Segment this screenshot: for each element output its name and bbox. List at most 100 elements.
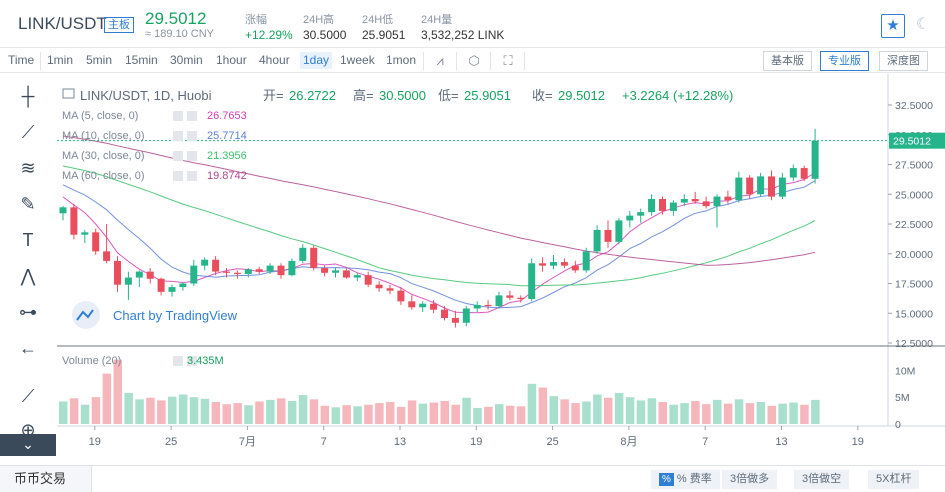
candle-body [757, 176, 765, 195]
arrow-left-icon[interactable]: ← [19, 338, 37, 358]
legend-close-icon[interactable] [187, 171, 197, 181]
volume-bar [778, 403, 787, 424]
fib-icon[interactable]: ≋ [20, 158, 36, 178]
candle-body [691, 199, 699, 202]
candle-body [179, 283, 187, 288]
legend-settings-icon[interactable] [173, 111, 183, 121]
volume-bar [386, 402, 395, 424]
candle-body [506, 295, 514, 298]
volume-bar [582, 401, 591, 424]
volume-bar [462, 397, 471, 424]
brush-icon[interactable]: ✎ [20, 194, 36, 214]
interval-30min[interactable]: 30min [170, 53, 203, 67]
candle-body [768, 176, 775, 197]
volume-bar [189, 397, 199, 424]
pattern-icon[interactable]: ⋀ [20, 266, 36, 286]
volume-bar [298, 395, 308, 424]
candle-body [135, 271, 143, 278]
pair-name[interactable]: LINK/USDT [18, 14, 107, 33]
collapse-toolbar-icon[interactable]: ⌄ [0, 434, 56, 456]
settings-icon[interactable]: ⬡ [468, 53, 480, 68]
legend-close-icon[interactable] [187, 131, 197, 141]
candle-body [419, 303, 427, 308]
candle-body [321, 268, 329, 273]
volume-bar [418, 403, 428, 424]
candle-body [560, 262, 568, 266]
volume-bar [451, 404, 460, 424]
candle-style-icon[interactable]: ⩘ [436, 53, 444, 68]
interval-1min[interactable]: 1min [47, 53, 74, 67]
fee-rate-button[interactable]: %% 费率 [651, 470, 720, 489]
interval-1hour[interactable]: 1hour [216, 53, 247, 67]
price-chart[interactable]: 32.500030.000027.500025.000022.500020.00… [0, 74, 945, 466]
view-basic-button[interactable]: 基本版 [763, 51, 812, 71]
candle-body [201, 259, 209, 266]
crosshair-icon[interactable]: ┼ [21, 86, 35, 106]
legend-close-icon[interactable] [187, 151, 197, 161]
candle-body [212, 259, 220, 272]
toolbar-divider [490, 52, 491, 70]
candle-body [746, 177, 754, 195]
volume-bar [353, 406, 362, 424]
trend-line-icon[interactable]: ⟋ [21, 122, 35, 142]
legend-open-label: 开= [263, 88, 284, 103]
candle-body [81, 232, 89, 235]
long-3x-button[interactable]: 3倍做多 [722, 470, 778, 489]
candle-body [484, 304, 492, 307]
legend-settings-icon[interactable] [173, 131, 183, 141]
legend-close-icon[interactable] [187, 111, 197, 121]
candle-body [310, 247, 318, 269]
interval-5min[interactable]: 5min [86, 53, 113, 67]
interval-4hour[interactable]: 4hour [259, 53, 290, 67]
legend-settings-icon[interactable] [173, 171, 183, 181]
candle-body [593, 229, 601, 252]
volume-bar [789, 402, 798, 424]
ma60-value: 19.8742 [207, 170, 247, 182]
measure-icon[interactable]: ⊶ [19, 302, 37, 322]
volume-bar [680, 403, 689, 424]
margin-5x-button[interactable]: 5X杠杆 [868, 470, 920, 489]
time-tick-label: 19 [470, 436, 482, 448]
legend-settings-icon[interactable] [173, 356, 183, 366]
candle-body [92, 232, 100, 252]
candle-body [778, 177, 786, 197]
short-3x-button[interactable]: 3倍做空 [794, 470, 850, 489]
volume-bar [331, 407, 340, 424]
fullscreen-icon[interactable]: ⛶ [503, 53, 513, 68]
volume-bar [756, 402, 766, 424]
tab-spot-trading[interactable]: 币币交易 [0, 466, 92, 492]
legend-low-label: 低= [438, 88, 459, 103]
ma30-value: 21.3956 [207, 150, 247, 162]
legend-open: 26.2722 [289, 88, 336, 103]
view-depth-button[interactable]: 深度图 [879, 51, 928, 71]
interval-15min[interactable]: 15min [125, 53, 158, 67]
volume-bar [157, 400, 166, 424]
volume-bar [691, 400, 700, 424]
candle-body [386, 288, 394, 291]
volume-bar [277, 398, 286, 424]
interval-1mon[interactable]: 1mon [386, 53, 417, 67]
legend-settings-icon[interactable] [173, 151, 183, 161]
tradingview-watermark: Chart by TradingView [72, 301, 238, 329]
volume-bar [80, 404, 90, 424]
ma-line [62, 165, 816, 287]
time-tick-label: 13 [775, 436, 787, 448]
ruler-icon[interactable]: ⟋ [21, 386, 35, 406]
candle-body [800, 168, 808, 179]
candle-body [299, 247, 307, 261]
legend-change: +3.2264 (+12.28%) [622, 88, 733, 103]
candle-body [59, 207, 67, 214]
view-pro-button[interactable]: 专业版 [820, 51, 869, 71]
text-icon[interactable]: T [22, 230, 34, 250]
legend-close-icon[interactable] [187, 356, 197, 366]
interval-1day[interactable]: 1day [300, 52, 333, 69]
candle-body [582, 251, 590, 271]
favorite-star-icon[interactable]: ★ [881, 14, 905, 38]
volume-bar [571, 403, 580, 424]
theme-moon-icon[interactable]: ☾ [915, 16, 931, 33]
chart-legend: LINK/USDT, 1D, Huobi 开= 26.2722 高= 30.50… [62, 88, 733, 367]
volume-bar [309, 399, 319, 424]
volume-bar [124, 392, 133, 424]
candle-body [517, 297, 525, 299]
interval-1week[interactable]: 1week [340, 53, 375, 67]
